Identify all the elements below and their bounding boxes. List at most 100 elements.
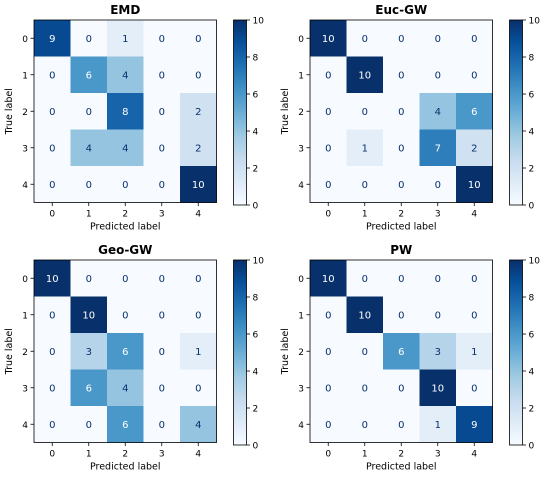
colorbar-tick-label: 10 <box>253 17 265 27</box>
heatmap-cell <box>346 406 384 443</box>
cell-value-label: 10 <box>322 34 335 45</box>
heatmap-cell <box>180 296 217 334</box>
cell-value-label: 10 <box>82 310 95 321</box>
heatmap-cell <box>310 369 347 407</box>
heatmap-cell <box>383 129 420 167</box>
cell-value-label: 0 <box>195 383 201 394</box>
cell-value-label: 0 <box>435 70 441 81</box>
x-tick-label: 4 <box>195 210 201 220</box>
cell-value-label: 0 <box>49 143 55 154</box>
y-tick-label: 4 <box>298 421 304 431</box>
cell-value-label: 0 <box>398 420 404 431</box>
cell-value-label: 8 <box>122 107 128 118</box>
cell-value-label: 0 <box>159 143 165 154</box>
cell-value-label: 4 <box>195 420 201 431</box>
heatmap-cell <box>383 20 420 57</box>
cell-value-label: 2 <box>195 107 201 118</box>
heatmap-cell <box>70 166 108 203</box>
colorbar-tick-label: 4 <box>529 128 535 138</box>
heatmap-cell <box>419 20 457 57</box>
heatmap-cell <box>34 333 71 370</box>
y-tick-label: 2 <box>298 108 304 118</box>
colorbar <box>509 19 523 206</box>
cell-value-label: 0 <box>159 347 165 358</box>
y-tick-label: 4 <box>22 421 28 431</box>
heatmap-cell <box>180 369 217 407</box>
heatmap-cell <box>34 296 71 334</box>
heatmap-cell <box>107 129 144 167</box>
heatmap-cell <box>383 369 420 407</box>
heatmap-cell <box>143 20 181 57</box>
heatmap-cell <box>70 333 108 370</box>
y-tick-label: 2 <box>22 348 28 358</box>
cell-value-label: 0 <box>398 34 404 45</box>
heatmap-cell <box>70 260 108 297</box>
cell-value-label: 0 <box>49 383 55 394</box>
x-tick-label: 2 <box>398 450 404 460</box>
colorbar-tick-label: 8 <box>529 54 535 64</box>
colorbar-tick-label: 8 <box>253 54 259 64</box>
colorbar-tick-label: 0 <box>529 202 535 212</box>
colorbar <box>233 19 247 206</box>
heatmap-cell <box>107 260 144 297</box>
y-axis-label: True label <box>280 88 291 135</box>
heatmap-cell <box>419 166 457 203</box>
heatmap-cell <box>143 129 181 167</box>
x-tick-label: 3 <box>435 450 441 460</box>
cell-value-label: 0 <box>159 383 165 394</box>
cell-value-label: 0 <box>471 274 477 285</box>
x-axis-label: Predicted label <box>366 462 437 473</box>
heatmap-cell <box>70 296 108 334</box>
cell-value-label: 4 <box>122 143 128 154</box>
y-tick-label: 0 <box>298 275 304 285</box>
x-tick-label: 0 <box>49 210 55 220</box>
x-tick-label: 3 <box>435 210 441 220</box>
cell-value-label: 0 <box>325 180 331 191</box>
x-tick-label: 0 <box>49 450 55 460</box>
heatmap-cell <box>310 93 347 130</box>
heatmap-cell <box>346 260 384 297</box>
cell-value-label: 0 <box>159 420 165 431</box>
cell-value-label: 0 <box>435 274 441 285</box>
cell-value-label: 0 <box>49 180 55 191</box>
heatmap-cell <box>383 260 420 297</box>
cell-value-label: 10 <box>322 274 335 285</box>
heatmap-cell <box>346 333 384 370</box>
colorbar-tick-label: 4 <box>253 128 259 138</box>
x-axis-label: Predicted label <box>90 222 161 233</box>
heatmap-cell <box>70 93 108 130</box>
cell-value-label: 0 <box>49 347 55 358</box>
x-tick-label: 1 <box>86 450 92 460</box>
colorbar-tick-label: 4 <box>529 368 535 378</box>
cell-value-label: 0 <box>86 34 92 45</box>
heatmap-cell <box>180 260 217 297</box>
x-tick-label: 4 <box>195 450 201 460</box>
y-tick-label: 4 <box>22 181 28 191</box>
x-tick-label: 0 <box>325 450 331 460</box>
cell-value-label: 0 <box>325 107 331 118</box>
heatmap-cell <box>180 93 217 130</box>
heatmap-cell <box>383 296 420 334</box>
chart-title: EMD <box>110 3 140 17</box>
cell-value-label: 0 <box>362 420 368 431</box>
cell-value-label: 4 <box>86 143 92 154</box>
heatmap-cell <box>107 369 144 407</box>
cell-value-label: 6 <box>86 70 92 81</box>
x-tick-label: 2 <box>122 450 128 460</box>
cell-value-label: 0 <box>159 274 165 285</box>
heatmap-cell <box>456 406 493 443</box>
colorbar-tick-label: 4 <box>253 368 259 378</box>
heatmap-cell <box>107 56 144 94</box>
cell-value-label: 6 <box>398 347 404 358</box>
heatmap-cell <box>346 296 384 334</box>
y-tick-label: 0 <box>22 35 28 45</box>
heatmap-cell <box>419 369 457 407</box>
cell-value-label: 0 <box>159 310 165 321</box>
x-tick-label: 1 <box>362 210 368 220</box>
colorbar-tick-label: 6 <box>253 331 259 341</box>
cell-value-label: 0 <box>325 383 331 394</box>
chart-title: PW <box>390 243 412 257</box>
heatmap-cell <box>180 56 217 94</box>
